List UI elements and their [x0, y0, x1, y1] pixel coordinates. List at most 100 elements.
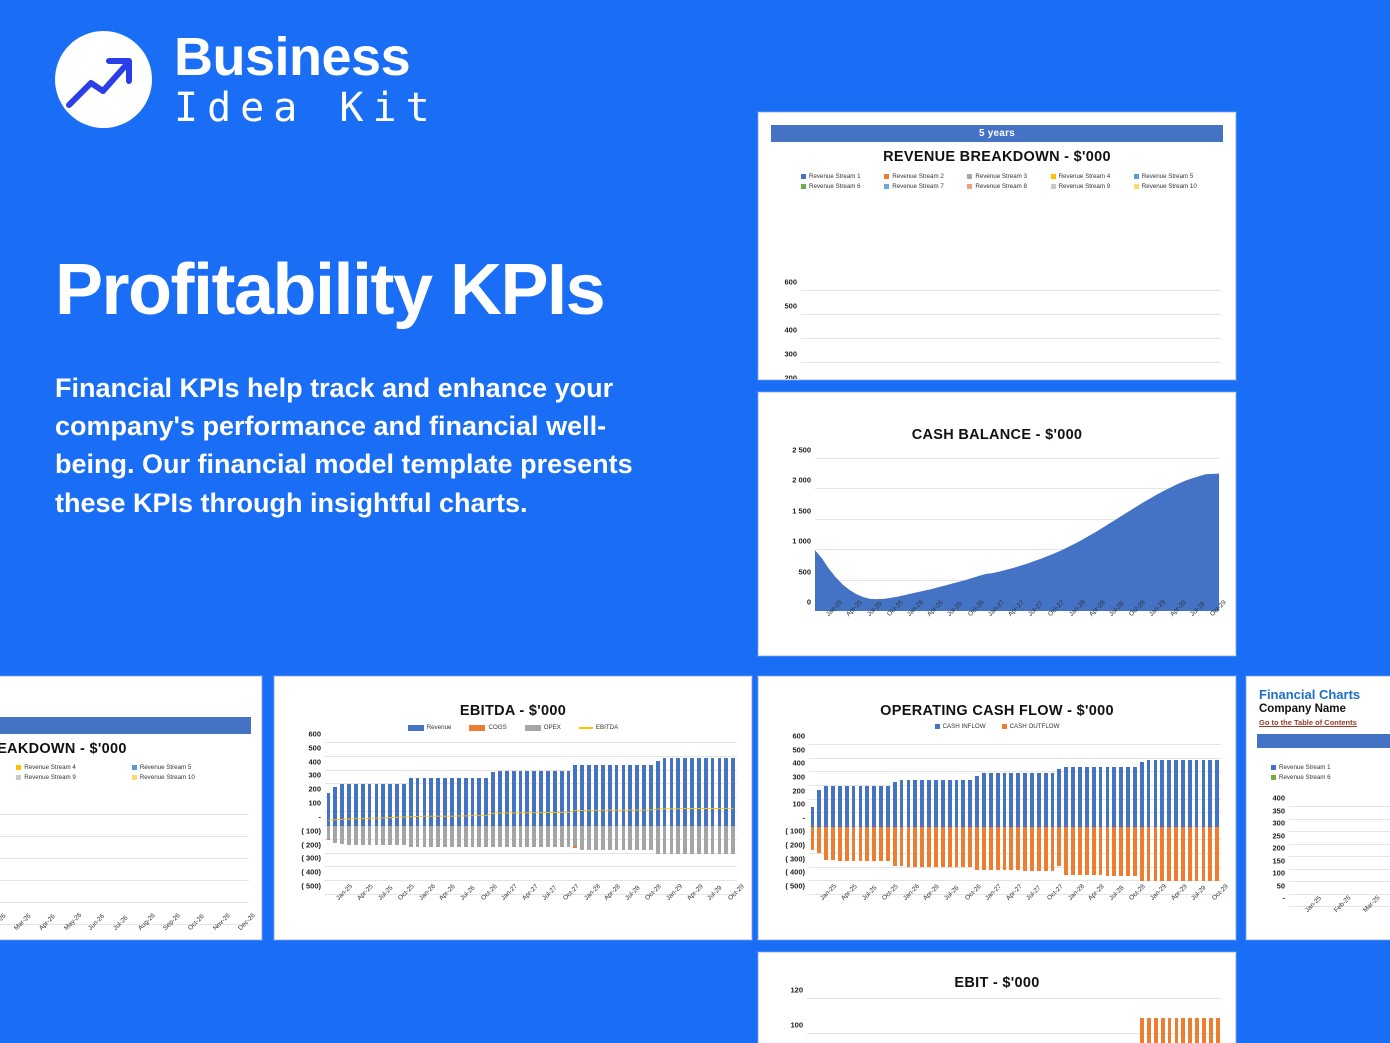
legend-label: Revenue Stream 4 [1058, 172, 1111, 180]
y-axis-tick: ( 400) [301, 867, 321, 877]
bar-column [1042, 745, 1049, 895]
gridline [1289, 806, 1390, 807]
table-of-contents-link[interactable]: Go to the Table of Contents [1259, 718, 1357, 727]
bar-segment-negative [858, 826, 863, 862]
bar-holder [851, 745, 856, 895]
bar-segment-negative [642, 826, 646, 850]
bar-column [442, 743, 449, 895]
card-ebit[interactable]: EBIT - $'000 80100120 [758, 952, 1236, 1043]
bar-segment-positive [662, 757, 667, 826]
bar-segment-positive [954, 780, 959, 827]
bar-segment-positive [607, 764, 612, 826]
card-financial-charts[interactable]: Financial Charts Company Name Go to the … [1246, 676, 1390, 940]
bar-column [373, 743, 380, 895]
bar-column [967, 745, 974, 895]
gridline [325, 852, 737, 854]
bar-column [1201, 999, 1208, 1043]
bar-segment-negative [395, 826, 399, 845]
bar-column [1097, 999, 1104, 1043]
bar-segment-negative [837, 826, 842, 861]
bar-column [1179, 745, 1186, 895]
gridline [1289, 868, 1390, 870]
bar-column [75, 815, 100, 925]
bar-segment-negative [1126, 826, 1130, 876]
bar-column [1159, 745, 1166, 895]
gridline [801, 290, 1221, 291]
bar-column [829, 291, 836, 379]
bar-column [695, 743, 702, 895]
bar-column [1015, 745, 1022, 895]
card-revenue-breakdown-5y[interactable]: 5 years REVENUE BREAKDOWN - $'000 Revenu… [758, 112, 1236, 380]
legend-item: Revenue Stream 2 [872, 173, 955, 180]
bar-holder [1002, 745, 1007, 895]
bar-holder [395, 743, 399, 895]
bar-segment-negative [518, 826, 523, 848]
bar-column [476, 743, 483, 895]
y-axis-tick: 500 [308, 743, 321, 753]
gridline [1289, 906, 1390, 907]
bar-segment-positive [1160, 760, 1165, 827]
legend-swatch-icon [16, 774, 22, 780]
bar-segment-negative [546, 826, 550, 848]
bar-segment-positive [1167, 760, 1171, 827]
bar-series [0, 815, 249, 925]
bar-holder [1009, 745, 1014, 895]
bar-segment-positive [367, 784, 372, 826]
bar-segment-positive [724, 757, 729, 826]
sheet-band-24-months: 24 months [0, 717, 251, 734]
bar-holder [402, 743, 406, 895]
bar-column [496, 743, 503, 895]
card-cash-balance[interactable]: CASH BALANCE - $'000 0 500 1 000 1 500 2 000… [758, 392, 1236, 656]
bar-column [816, 745, 823, 895]
bar-segment-positive [810, 806, 815, 827]
bar-column [899, 291, 906, 379]
bar-holder [703, 743, 708, 895]
bar-segment-negative [381, 826, 386, 845]
card-operating-cash-flow[interactable]: OPERATING CASH FLOW - $'000 CASH INFLOW C… [758, 676, 1236, 940]
bar-column [898, 745, 905, 895]
bar-column [969, 291, 976, 379]
bar-holder [559, 743, 564, 895]
bar-segment-negative [1105, 826, 1110, 876]
bar-segment-positive [1132, 766, 1137, 827]
bar-column [1173, 745, 1180, 895]
bar-segment-negative [1187, 826, 1192, 881]
bar-holder [1160, 745, 1165, 895]
bar-holder [539, 743, 543, 895]
bar-holder [655, 743, 660, 895]
bar-segment-negative [954, 826, 959, 867]
bar-holder [422, 743, 427, 895]
bar-column [878, 745, 885, 895]
bar-segment-positive [1201, 760, 1206, 827]
legend-item: Revenue Stream 5 [130, 764, 246, 771]
legend-label: Revenue Stream 4 [24, 763, 76, 771]
bar-holder [1078, 745, 1082, 895]
bar-holder [1146, 745, 1151, 895]
bar-segment-negative [710, 826, 715, 855]
bar-column [346, 743, 353, 895]
bar-holder [573, 743, 578, 895]
bar-segment-positive [422, 777, 427, 826]
bar-segment-positive [1112, 766, 1117, 827]
card-revenue-breakdown-24m[interactable]: 24 months REVENUE BREAKDOWN - $'000 Reve… [0, 676, 262, 940]
bar-segment-negative [566, 826, 571, 848]
bar-holder [388, 743, 393, 895]
legend-label: Revenue Stream 10 [139, 773, 195, 781]
bar-column [869, 999, 876, 1043]
bar-segment-positive [1084, 766, 1089, 827]
bar-segment-negative [892, 826, 897, 867]
bar-holder [872, 745, 877, 895]
bar-column [850, 291, 857, 379]
bar-holder [614, 743, 619, 895]
bar-holder [1215, 745, 1220, 895]
bar-column [1193, 291, 1200, 379]
bar-segment-negative [1084, 826, 1089, 876]
bar-segment-negative [463, 826, 468, 848]
bar-column [100, 815, 125, 925]
bar-segment-positive [600, 764, 605, 826]
bar-column [1095, 291, 1102, 379]
chart-title-revenue-breakdown-24m: REVENUE BREAKDOWN - $'000 [0, 741, 127, 757]
bar-segment-negative [940, 826, 945, 867]
card-ebitda[interactable]: EBITDA - $'000 Revenue COGS OPEX EBITDA ( 5… [274, 676, 752, 940]
legend-swatch-icon [801, 183, 807, 189]
